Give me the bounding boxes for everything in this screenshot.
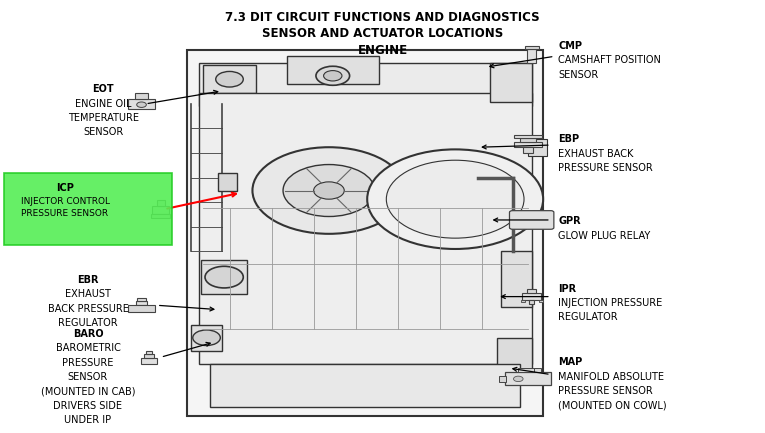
Bar bbox=[4, 173, 172, 245]
Text: SENSOR: SENSOR bbox=[83, 127, 123, 137]
Circle shape bbox=[316, 66, 350, 85]
Text: EBP: EBP bbox=[558, 134, 580, 144]
Bar bbox=[529, 300, 535, 304]
Text: DRIVERS SIDE: DRIVERS SIDE bbox=[54, 401, 122, 410]
Circle shape bbox=[386, 160, 524, 238]
Bar bbox=[528, 139, 547, 156]
Bar bbox=[136, 301, 147, 305]
Bar bbox=[151, 214, 171, 218]
Text: MANIFOLD ABSOLUTE: MANIFOLD ABSOLUTE bbox=[558, 372, 665, 381]
Text: INJECTOR CONTROL: INJECTOR CONTROL bbox=[21, 197, 109, 206]
Text: EXHAUST BACK: EXHAUST BACK bbox=[558, 149, 634, 158]
Text: (MOUNTED IN CAB): (MOUNTED IN CAB) bbox=[41, 386, 135, 396]
Text: UNDER IP: UNDER IP bbox=[64, 415, 112, 425]
Circle shape bbox=[513, 376, 523, 381]
Bar bbox=[138, 298, 145, 301]
Text: GPR: GPR bbox=[558, 216, 581, 226]
Text: 7.3 DIT CIRCUIT FUNCTIONS AND DIAGNOSTICS: 7.3 DIT CIRCUIT FUNCTIONS AND DIAGNOSTIC… bbox=[225, 11, 540, 24]
Bar bbox=[499, 375, 506, 382]
Bar bbox=[514, 135, 542, 138]
Text: PRESSURE SENSOR: PRESSURE SENSOR bbox=[558, 386, 653, 396]
Bar bbox=[525, 45, 539, 49]
Text: MAP: MAP bbox=[558, 357, 583, 367]
Text: (MOUNTED ON COWL): (MOUNTED ON COWL) bbox=[558, 400, 667, 410]
Text: PRESSURE: PRESSURE bbox=[62, 358, 114, 368]
Bar bbox=[187, 50, 543, 416]
Bar bbox=[533, 368, 541, 372]
Bar bbox=[539, 300, 542, 302]
Bar bbox=[203, 65, 256, 93]
Bar bbox=[501, 251, 532, 307]
Text: BARO: BARO bbox=[73, 329, 103, 339]
Bar bbox=[218, 173, 237, 191]
Text: CMP: CMP bbox=[558, 41, 582, 51]
Bar bbox=[519, 138, 536, 142]
Text: BAROMETRIC: BAROMETRIC bbox=[56, 343, 120, 353]
Bar bbox=[141, 358, 158, 364]
Bar bbox=[527, 289, 536, 294]
Bar bbox=[145, 354, 154, 358]
Bar bbox=[191, 325, 222, 351]
Text: SENSOR AND ACTUATOR LOCATIONS: SENSOR AND ACTUATOR LOCATIONS bbox=[262, 27, 503, 40]
Text: PRESSURE SENSOR: PRESSURE SENSOR bbox=[21, 209, 109, 218]
Text: REGULATOR: REGULATOR bbox=[58, 318, 118, 328]
Bar bbox=[152, 206, 169, 214]
Bar bbox=[199, 93, 532, 364]
Circle shape bbox=[252, 147, 405, 234]
Circle shape bbox=[367, 149, 543, 249]
Text: EXHAUST: EXHAUST bbox=[65, 289, 111, 299]
Bar bbox=[522, 294, 542, 300]
Bar bbox=[497, 338, 532, 381]
Bar bbox=[287, 56, 379, 84]
Bar bbox=[527, 49, 536, 64]
Text: REGULATOR: REGULATOR bbox=[558, 312, 618, 322]
Bar bbox=[210, 364, 520, 407]
Text: PRESSURE SENSOR: PRESSURE SENSOR bbox=[558, 163, 653, 173]
Text: SENSOR: SENSOR bbox=[558, 70, 599, 80]
Text: IPR: IPR bbox=[558, 284, 577, 294]
Circle shape bbox=[137, 102, 146, 107]
Bar bbox=[519, 368, 537, 372]
Bar bbox=[157, 200, 164, 206]
FancyBboxPatch shape bbox=[509, 211, 554, 229]
Text: TEMPERATURE: TEMPERATURE bbox=[68, 113, 138, 123]
Bar bbox=[128, 99, 155, 109]
Text: BACK PRESSURE: BACK PRESSURE bbox=[47, 304, 129, 313]
Text: ICP: ICP bbox=[56, 183, 74, 193]
Text: SENSOR: SENSOR bbox=[68, 372, 108, 382]
Circle shape bbox=[205, 266, 243, 288]
Text: ENGINE OIL: ENGINE OIL bbox=[75, 99, 132, 109]
Text: EOT: EOT bbox=[93, 84, 114, 94]
Bar bbox=[135, 93, 148, 99]
Text: CAMSHAFT POSITION: CAMSHAFT POSITION bbox=[558, 55, 661, 65]
Circle shape bbox=[324, 71, 342, 81]
Bar bbox=[514, 142, 542, 147]
Text: ENGINE: ENGINE bbox=[357, 44, 408, 57]
Circle shape bbox=[193, 330, 220, 346]
Circle shape bbox=[524, 216, 539, 224]
Bar bbox=[505, 372, 551, 385]
Circle shape bbox=[314, 182, 344, 199]
Text: EBR: EBR bbox=[77, 275, 99, 285]
Bar bbox=[146, 352, 152, 354]
Bar bbox=[201, 260, 247, 294]
Circle shape bbox=[283, 165, 375, 216]
Bar bbox=[199, 63, 532, 106]
Text: INJECTION PRESSURE: INJECTION PRESSURE bbox=[558, 298, 662, 308]
Bar bbox=[521, 300, 525, 302]
Bar bbox=[128, 305, 155, 311]
Bar bbox=[523, 147, 532, 153]
Text: GLOW PLUG RELAY: GLOW PLUG RELAY bbox=[558, 231, 651, 241]
Bar bbox=[490, 63, 532, 102]
Circle shape bbox=[216, 71, 243, 87]
